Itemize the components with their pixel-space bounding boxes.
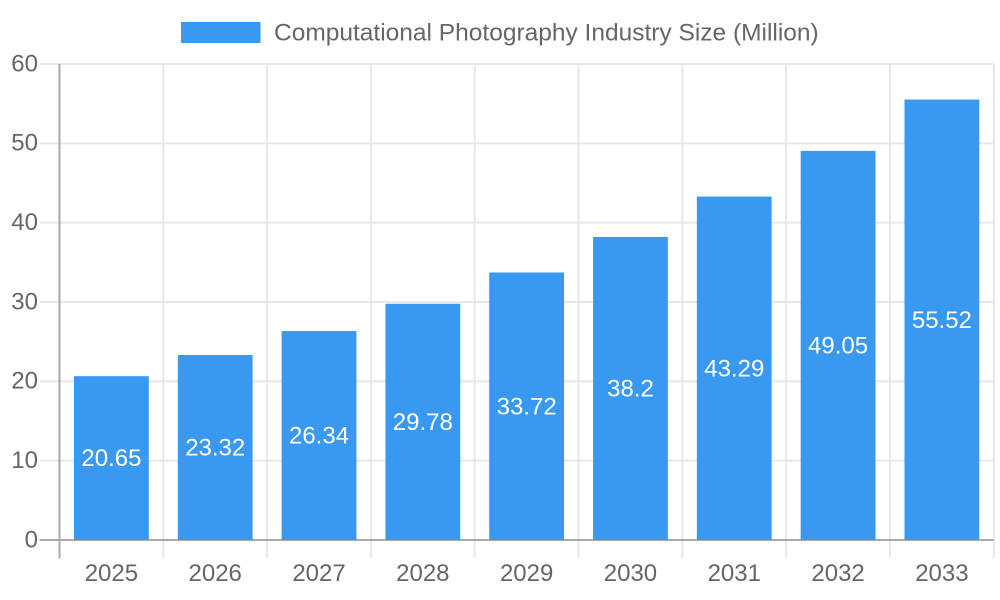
svg-text:2029: 2029	[500, 560, 553, 587]
svg-text:2033: 2033	[915, 560, 968, 587]
svg-text:26.34: 26.34	[289, 423, 349, 450]
svg-text:2027: 2027	[292, 560, 345, 587]
svg-text:23.32: 23.32	[185, 435, 245, 462]
svg-text:20: 20	[11, 368, 38, 395]
svg-text:50: 50	[11, 130, 38, 157]
svg-text:40: 40	[11, 209, 38, 236]
svg-text:2025: 2025	[85, 560, 138, 587]
svg-text:2028: 2028	[396, 560, 449, 587]
svg-text:20.65: 20.65	[81, 445, 141, 472]
svg-text:38.2: 38.2	[607, 376, 654, 403]
svg-text:29.78: 29.78	[393, 409, 453, 436]
svg-text:2032: 2032	[811, 560, 864, 587]
svg-text:0: 0	[25, 526, 38, 553]
svg-text:33.72: 33.72	[497, 393, 557, 420]
svg-text:30: 30	[11, 288, 38, 315]
svg-text:2030: 2030	[604, 560, 657, 587]
svg-text:10: 10	[11, 447, 38, 474]
svg-text:60: 60	[11, 50, 38, 77]
svg-text:55.52: 55.52	[912, 307, 972, 334]
svg-text:49.05: 49.05	[808, 333, 868, 360]
svg-text:Computational Photography Indu: Computational Photography Industry Size …	[274, 20, 819, 47]
svg-text:2026: 2026	[189, 560, 242, 587]
svg-text:43.29: 43.29	[704, 355, 764, 382]
svg-text:2031: 2031	[708, 560, 761, 587]
